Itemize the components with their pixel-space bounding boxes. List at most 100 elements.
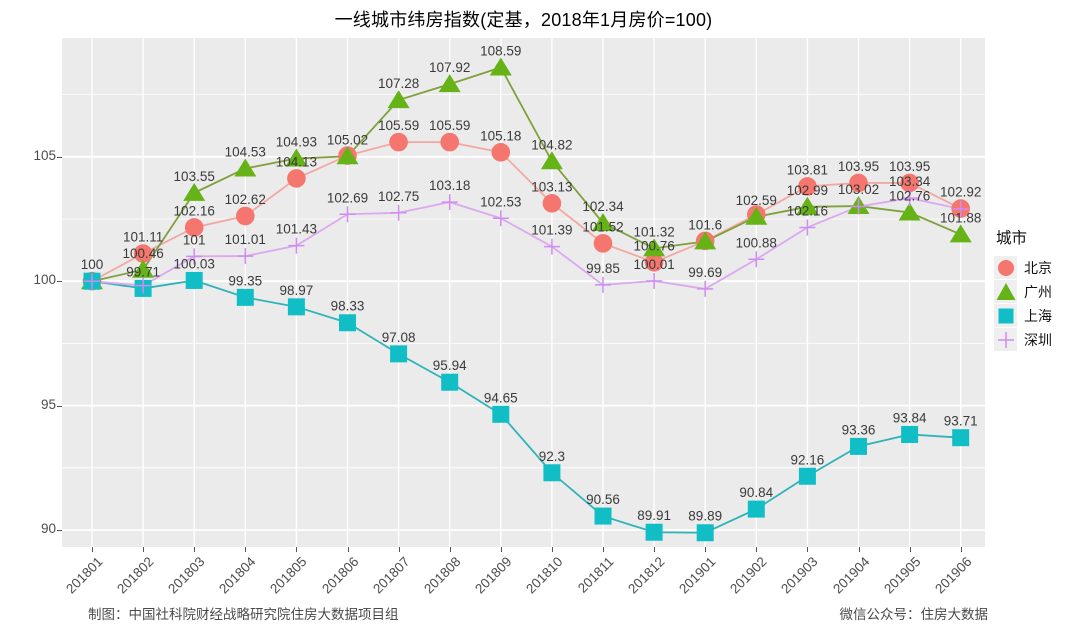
data-label-shenzhen: 102.75 [378,189,419,204]
data-point-beijing [849,173,868,193]
data-label-shenzhen: 102.16 [787,203,828,218]
data-label-shanghai: 89.89 [688,509,722,524]
chart-title: 一线城市纬房指数(定基，2018年1月房价=100) [334,10,713,30]
data-label-shanghai: 97.08 [382,330,416,345]
data-label-guangzhou: 104.82 [531,137,572,152]
data-point-beijing [542,194,562,213]
footer-credit: 制图：中国社科院财经战略研究院住房大数据项目组 [88,607,399,622]
data-point-shenzhen [543,238,560,255]
data-label-beijing: 105.18 [480,128,521,143]
data-label-beijing: 105.59 [378,118,419,133]
data-label-shanghai: 99.35 [228,273,262,288]
plot-panel: 100 101.11 102.16 102.62 104.13 105.59 105.59 1… [62,38,985,547]
y-tick-mark [57,405,62,407]
data-label-guangzhou: 107.28 [378,76,419,91]
y-tick-label: 95 [40,396,56,412]
data-point-beijing [184,218,204,237]
x-tick-mark [398,547,400,552]
data-label-shenzhen: 101.43 [276,222,317,237]
data-label-shenzhen: 100.88 [736,235,777,250]
data-point-guangzhou [898,202,921,221]
x-tick-mark [449,547,451,552]
y-tick-label: 100 [33,272,56,288]
data-label-guangzhou: 107.92 [429,60,470,75]
x-tick-mark [858,547,860,552]
data-point-shenzhen [288,237,305,254]
data-point-shanghai [901,425,919,443]
data-point-shanghai [850,437,867,455]
x-tick-label: 201808 [420,554,464,597]
y-tick-mark [57,281,62,283]
data-label-shenzhen: 103.34 [889,174,931,189]
data-label-shenzhen: 103.18 [429,178,470,193]
data-label-guangzhou: 101.6 [688,217,722,232]
chart-canvas: 100 101.11 102.16 102.62 104.13 105.59 105.59 1… [62,38,985,547]
data-label-guangzhou: 102.76 [889,189,930,204]
data-point-shanghai [696,524,714,542]
data-label-guangzhou: 103.02 [838,182,879,197]
line-guangzhou [91,66,962,283]
data-point-guangzhou [183,182,206,201]
data-point-shenzhen [799,219,816,236]
data-label-shanghai: 98.97 [280,283,314,298]
legend-label-shanghai: 上海 [1024,307,1052,324]
line-shenzhen [91,197,961,290]
data-label-beijing: 105.59 [429,118,470,133]
x-tick-mark [909,547,911,552]
x-tick-label: 201810 [523,554,566,597]
data-label-shenzhen: 99.85 [586,261,620,276]
data-label-guangzhou: 104.93 [276,135,317,150]
x-tick-mark [960,547,962,552]
data-label-shanghai: 99.71 [126,264,160,279]
data-label-beijing: 101.11 [123,230,163,245]
legend-title: 城市 [996,230,1028,247]
data-point-shenzhen [492,210,509,227]
x-tick-mark [92,547,93,552]
data-label-beijing: 102.92 [940,185,981,200]
data-point-shanghai [287,298,305,316]
line-beijing [91,141,962,282]
data-point-guangzhou [643,238,666,257]
circle-icon [997,259,1014,276]
data-point-beijing [389,132,408,152]
data-point-shenzhen [237,248,254,265]
data-point-shenzhen [646,272,663,289]
data-label-guangzhou: 102.99 [787,183,828,198]
legend-key-circle-icon [994,256,1017,279]
legend-label-guangzhou: 广州 [1024,283,1052,300]
data-label-beijing: 102.62 [225,192,266,207]
legend-item-beijing: 北京 [994,256,1052,279]
data-point-guangzhou [285,148,308,167]
x-tick-label: 201901 [676,554,719,597]
data-label-beijing: 103.95 [838,159,879,174]
data-point-beijing [644,252,664,272]
legend-label-beijing: 北京 [1024,259,1052,276]
data-label-beijing: 103.95 [889,159,930,174]
x-tick-mark [194,547,196,552]
data-label-shanghai: 90.84 [739,485,773,500]
data-point-guangzhou [540,151,563,170]
cross-icon [997,331,1014,348]
x-tick-mark [143,547,145,552]
data-point-shenzhen [186,248,203,265]
data-point-shenzhen [901,190,918,207]
data-label-guangzhou: 100.46 [122,246,163,261]
x-tick-mark [347,547,349,552]
data-point-guangzhou [694,231,717,250]
data-point-shanghai [952,429,970,447]
square-icon [998,308,1013,323]
data-label-shenzhen: 101 [183,232,206,247]
data-label-guangzhou: 101.88 [940,210,981,225]
data-label-shanghai: 100.03 [174,256,215,271]
data-point-beijing [236,206,255,226]
data-label-shenzhen: 102.53 [480,194,521,209]
data-label-guangzhou: 104.53 [225,144,266,159]
data-point-shenzhen [595,276,611,293]
data-label-beijing: 103.13 [531,179,572,194]
data-point-guangzhou [949,224,972,243]
data-label-shanghai: 95.94 [433,358,467,373]
legend-key-cross-icon [994,328,1017,351]
data-point-beijing [133,244,153,263]
data-point-shanghai [441,373,459,391]
data-point-shenzhen [339,206,356,223]
